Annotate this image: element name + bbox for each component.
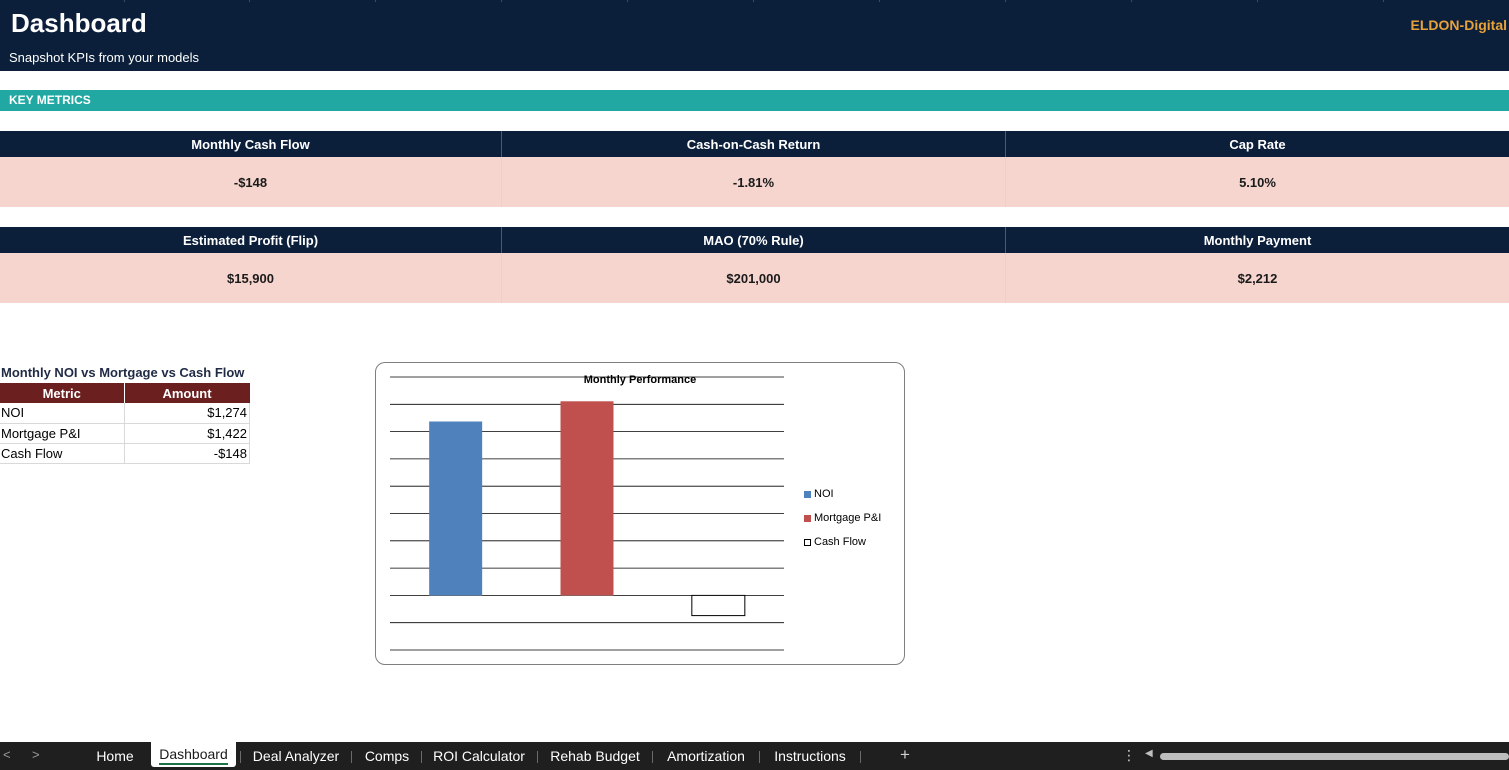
- table-row: Mortgage P&I $1,422: [0, 423, 250, 444]
- tab-amortization[interactable]: Amortization: [667, 748, 745, 764]
- legend-label-cash-flow: Cash Flow: [814, 536, 866, 548]
- tab-dashboard[interactable]: Dashboard: [151, 741, 236, 767]
- kpi-value-cap-rate[interactable]: 5.10%: [1239, 174, 1276, 190]
- kpi-label-monthly-payment[interactable]: Monthly Payment: [1203, 232, 1312, 248]
- legend-item-mortgage: Mortgage P&I: [804, 506, 881, 530]
- scroll-left-icon[interactable]: ◀: [1145, 748, 1153, 759]
- cell-metric[interactable]: NOI: [0, 403, 125, 424]
- monthly-performance-chart[interactable]: Monthly Performance NOI Mortgage P&I Cas…: [375, 362, 905, 665]
- tab-roi-calculator[interactable]: ROI Calculator: [433, 748, 525, 764]
- tab-separator: [652, 751, 653, 763]
- legend-item-cash-flow: Cash Flow: [804, 530, 881, 554]
- kpi-label-estimated-profit[interactable]: Estimated Profit (Flip): [0, 227, 502, 253]
- kpi-value-row-1: -$148 -1.81% 5.10%: [0, 157, 1509, 207]
- tab-separator: [860, 751, 861, 763]
- chart-bar-cash-flow[interactable]: [691, 594, 746, 617]
- tab-instructions[interactable]: Instructions: [774, 748, 846, 764]
- tab-home[interactable]: Home: [96, 748, 134, 764]
- kpi-value-monthly-cash-flow[interactable]: -$148: [0, 157, 502, 207]
- tab-separator: [537, 751, 538, 763]
- kpi-label-mao[interactable]: MAO (70% Rule): [502, 227, 1006, 253]
- kpi-value-monthly-payment[interactable]: $2,212: [1237, 270, 1278, 286]
- page-title: Dashboard: [11, 8, 147, 38]
- prev-sheet-icon[interactable]: <: [3, 747, 11, 762]
- legend-swatch-cash-flow: [804, 538, 811, 546]
- tab-separator: [240, 751, 241, 763]
- next-sheet-icon[interactable]: >: [32, 747, 40, 762]
- kpi-value-mao[interactable]: $201,000: [502, 253, 1006, 303]
- tab-deal-analyzer[interactable]: Deal Analyzer: [252, 748, 340, 764]
- chart-plot: [390, 376, 784, 651]
- sheet-tab-bar: < > Home Dashboard Deal Analyzer Comps R…: [0, 741, 1509, 770]
- cell-amount[interactable]: $1,274: [124, 403, 250, 424]
- tab-rehab-budget[interactable]: Rehab Budget: [550, 748, 640, 764]
- kpi-header-row-1: Monthly Cash Flow Cash-on-Cash Return Ca…: [0, 131, 1509, 157]
- active-tab-indicator: [159, 763, 228, 765]
- table-row: NOI $1,274: [0, 403, 250, 424]
- legend-swatch-mortgage: [804, 514, 811, 522]
- metrics-table: Metric Amount NOI $1,274 Mortgage P&I $1…: [0, 383, 250, 464]
- kpi-value-row-2: $15,900 $201,000 $2,212: [0, 253, 1509, 303]
- tab-separator: [351, 751, 352, 763]
- page-subtitle: Snapshot KPIs from your models: [9, 50, 200, 65]
- kpi-label-cash-on-cash-return[interactable]: Cash-on-Cash Return: [502, 131, 1006, 157]
- kpi-label-monthly-cash-flow[interactable]: Monthly Cash Flow: [0, 131, 502, 157]
- brand-label: ELDON-Digital: [1410, 17, 1507, 33]
- column-gridlines: [0, 0, 1509, 2]
- kpi-label-cap-rate[interactable]: Cap Rate: [1229, 136, 1286, 152]
- cell-metric[interactable]: Mortgage P&I: [0, 423, 125, 444]
- tab-comps[interactable]: Comps: [364, 748, 410, 764]
- column-header-metric[interactable]: Metric: [0, 383, 125, 403]
- add-sheet-icon[interactable]: +: [900, 745, 910, 764]
- kpi-value-cash-on-cash-return[interactable]: -1.81%: [502, 157, 1006, 207]
- legend-item-noi: NOI: [804, 482, 881, 506]
- kpi-header-row-2: Estimated Profit (Flip) MAO (70% Rule) M…: [0, 227, 1509, 253]
- cell-amount[interactable]: -$148: [124, 443, 250, 464]
- chart-legend: NOI Mortgage P&I Cash Flow: [804, 482, 881, 554]
- cell-metric[interactable]: Cash Flow: [0, 443, 125, 464]
- legend-label-noi: NOI: [814, 488, 834, 500]
- section-label: KEY METRICS: [9, 93, 91, 107]
- column-header-amount[interactable]: Amount: [124, 383, 250, 403]
- tab-separator: [759, 751, 760, 763]
- cell-amount[interactable]: $1,422: [124, 423, 250, 444]
- legend-swatch-noi: [804, 490, 811, 498]
- chart-title: Monthly Performance: [583, 374, 697, 386]
- table-row: Cash Flow -$148: [0, 443, 250, 464]
- legend-label-mortgage: Mortgage P&I: [814, 512, 882, 524]
- table-title[interactable]: Monthly NOI vs Mortgage vs Cash Flow: [1, 365, 245, 380]
- chart-bar-noi[interactable]: [429, 421, 483, 596]
- key-metrics-bar: KEY METRICS: [0, 90, 1509, 111]
- tab-separator: [421, 751, 422, 763]
- dashboard-header: Dashboard Snapshot KPIs from your models…: [0, 0, 1509, 71]
- kpi-value-estimated-profit[interactable]: $15,900: [0, 253, 502, 303]
- more-options-icon[interactable]: ⋮: [1122, 747, 1136, 763]
- tab-dashboard-label: Dashboard: [159, 746, 228, 762]
- chart-bar-mortgage-p-i[interactable]: [560, 401, 614, 596]
- horizontal-scrollbar[interactable]: [1160, 753, 1509, 760]
